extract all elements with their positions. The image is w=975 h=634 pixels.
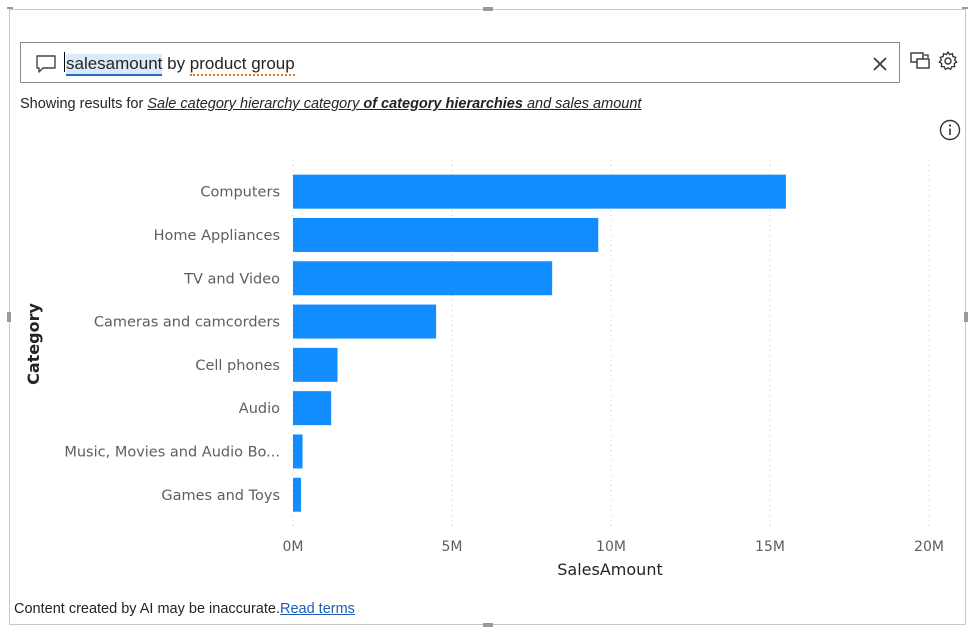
bar[interactable] [293, 477, 301, 512]
category-label: Music, Movies and Audio Bo... [64, 444, 280, 460]
chart-gridlines [292, 160, 930, 528]
bar[interactable] [293, 347, 338, 382]
convert-visual-icon[interactable] [909, 50, 931, 72]
interpreted-part-2: of category hierarchies [363, 96, 523, 112]
read-terms-link[interactable]: Read terms [279, 601, 355, 617]
x-tick-label: 5M [442, 539, 463, 555]
close-icon[interactable] [872, 56, 888, 72]
question-text[interactable]: salesamount by product group [64, 52, 295, 76]
interpreted-part-3: and sales amount [522, 96, 642, 112]
bar[interactable] [293, 391, 332, 426]
bar[interactable] [293, 174, 786, 209]
ai-disclaimer-text: Content created by AI may be inaccurate. [14, 601, 280, 617]
chat-bubble-icon [36, 55, 56, 73]
text-caret [64, 52, 65, 72]
resize-handle-top-right[interactable] [962, 7, 968, 9]
category-label: Games and Toys [161, 488, 280, 504]
category-label: Cameras and camcorders [94, 315, 280, 331]
category-label: Computers [200, 185, 280, 201]
bar[interactable] [293, 261, 553, 296]
y-axis-title: Category [24, 303, 43, 385]
x-tick-label: 10M [596, 539, 626, 555]
question-word-product-group[interactable]: product group [189, 54, 295, 76]
x-tick-label: 15M [755, 539, 785, 555]
category-label: Audio [239, 401, 280, 417]
question-word-by: by [162, 54, 190, 73]
qa-question-input[interactable]: salesamount by product group [20, 42, 900, 83]
resize-handle-right[interactable] [964, 312, 968, 322]
bar[interactable] [293, 217, 599, 252]
category-label: Home Appliances [154, 228, 280, 244]
ai-disclaimer: Content created by AI may be inaccurate.… [14, 601, 355, 617]
chart-bars [293, 174, 786, 512]
chart-category-labels: Computers Home Appliances TV and Video Came… [64, 185, 280, 504]
gear-icon[interactable] [937, 50, 959, 72]
bar[interactable] [293, 304, 437, 339]
x-tick-label: 0M [283, 539, 304, 555]
bar[interactable] [293, 434, 303, 469]
category-label: TV and Video [183, 271, 280, 287]
chart-x-tick-labels: 0M 5M 10M 15M 20M [283, 539, 944, 555]
showing-results-prefix: Showing results for [20, 96, 148, 112]
showing-results-line: Showing results for Sale category hierar… [20, 96, 641, 112]
x-tick-label: 20M [914, 539, 944, 555]
resize-handle-left[interactable] [7, 312, 11, 322]
x-axis-title: SalesAmount [557, 560, 662, 579]
resize-handle-top[interactable] [483, 7, 493, 11]
resize-handle-bottom[interactable] [483, 623, 493, 627]
interpreted-part-1: Sale category hierarchy category [147, 96, 364, 112]
interpreted-question-link[interactable]: Sale category hierarchy category of cate… [147, 96, 641, 112]
question-word-salesamount[interactable]: salesamount [66, 54, 163, 76]
resize-handle-top-left[interactable] [7, 7, 13, 9]
category-label: Cell phones [195, 358, 280, 374]
info-icon[interactable] [939, 119, 961, 141]
